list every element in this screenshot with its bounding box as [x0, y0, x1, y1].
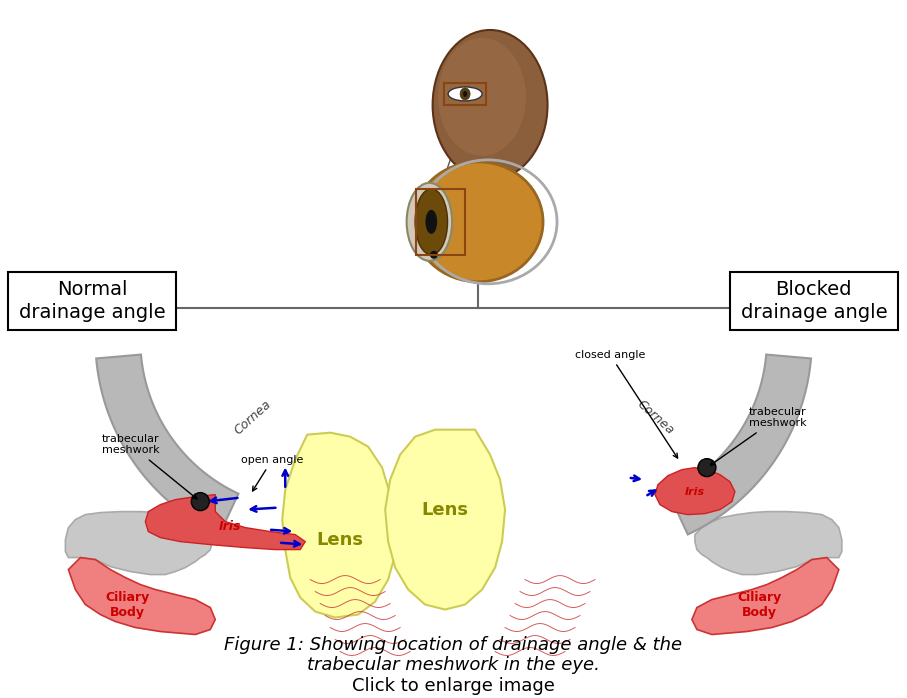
Circle shape — [191, 493, 210, 511]
Ellipse shape — [463, 91, 467, 97]
Polygon shape — [282, 433, 395, 618]
Text: trabecular meshwork in the eye.: trabecular meshwork in the eye. — [307, 657, 600, 674]
Text: Cornea: Cornea — [231, 398, 273, 438]
Polygon shape — [68, 558, 215, 634]
Text: Blocked
drainage angle: Blocked drainage angle — [740, 279, 887, 322]
Text: Iris: Iris — [219, 520, 241, 533]
Ellipse shape — [448, 87, 483, 101]
Text: closed angle: closed angle — [575, 350, 678, 458]
Text: trabecular
meshwork: trabecular meshwork — [710, 407, 806, 465]
Text: Cornea: Cornea — [634, 398, 676, 438]
Ellipse shape — [425, 210, 437, 234]
Ellipse shape — [413, 162, 543, 282]
Bar — [8, 272, 176, 329]
Text: Click to enlarge image: Click to enlarge image — [352, 678, 554, 695]
Circle shape — [430, 251, 438, 259]
Text: Normal
drainage angle: Normal drainage angle — [19, 279, 166, 322]
Text: Ciliary
Body: Ciliary Body — [737, 591, 782, 618]
Text: Lens: Lens — [422, 500, 469, 519]
Bar — [730, 272, 898, 329]
Circle shape — [697, 459, 716, 477]
Ellipse shape — [460, 88, 470, 100]
Text: Lens: Lens — [317, 530, 364, 549]
Text: trabecular
meshwork: trabecular meshwork — [102, 434, 197, 499]
Polygon shape — [385, 430, 505, 609]
Text: Ciliary
Body: Ciliary Body — [105, 591, 150, 618]
Bar — [416, 189, 465, 255]
Ellipse shape — [433, 30, 548, 180]
Polygon shape — [692, 558, 839, 634]
Ellipse shape — [438, 38, 526, 156]
Polygon shape — [668, 355, 811, 535]
Polygon shape — [468, 173, 512, 210]
Polygon shape — [655, 468, 735, 514]
Text: Iris: Iris — [685, 487, 705, 496]
Polygon shape — [695, 512, 842, 574]
Ellipse shape — [406, 183, 452, 261]
Text: Figure 1: Showing location of drainage angle & the: Figure 1: Showing location of drainage a… — [224, 635, 682, 653]
Polygon shape — [65, 512, 212, 574]
Bar — [444, 83, 486, 105]
Ellipse shape — [415, 189, 447, 255]
Polygon shape — [145, 495, 306, 549]
Text: open angle: open angle — [241, 454, 304, 491]
Polygon shape — [96, 355, 239, 535]
